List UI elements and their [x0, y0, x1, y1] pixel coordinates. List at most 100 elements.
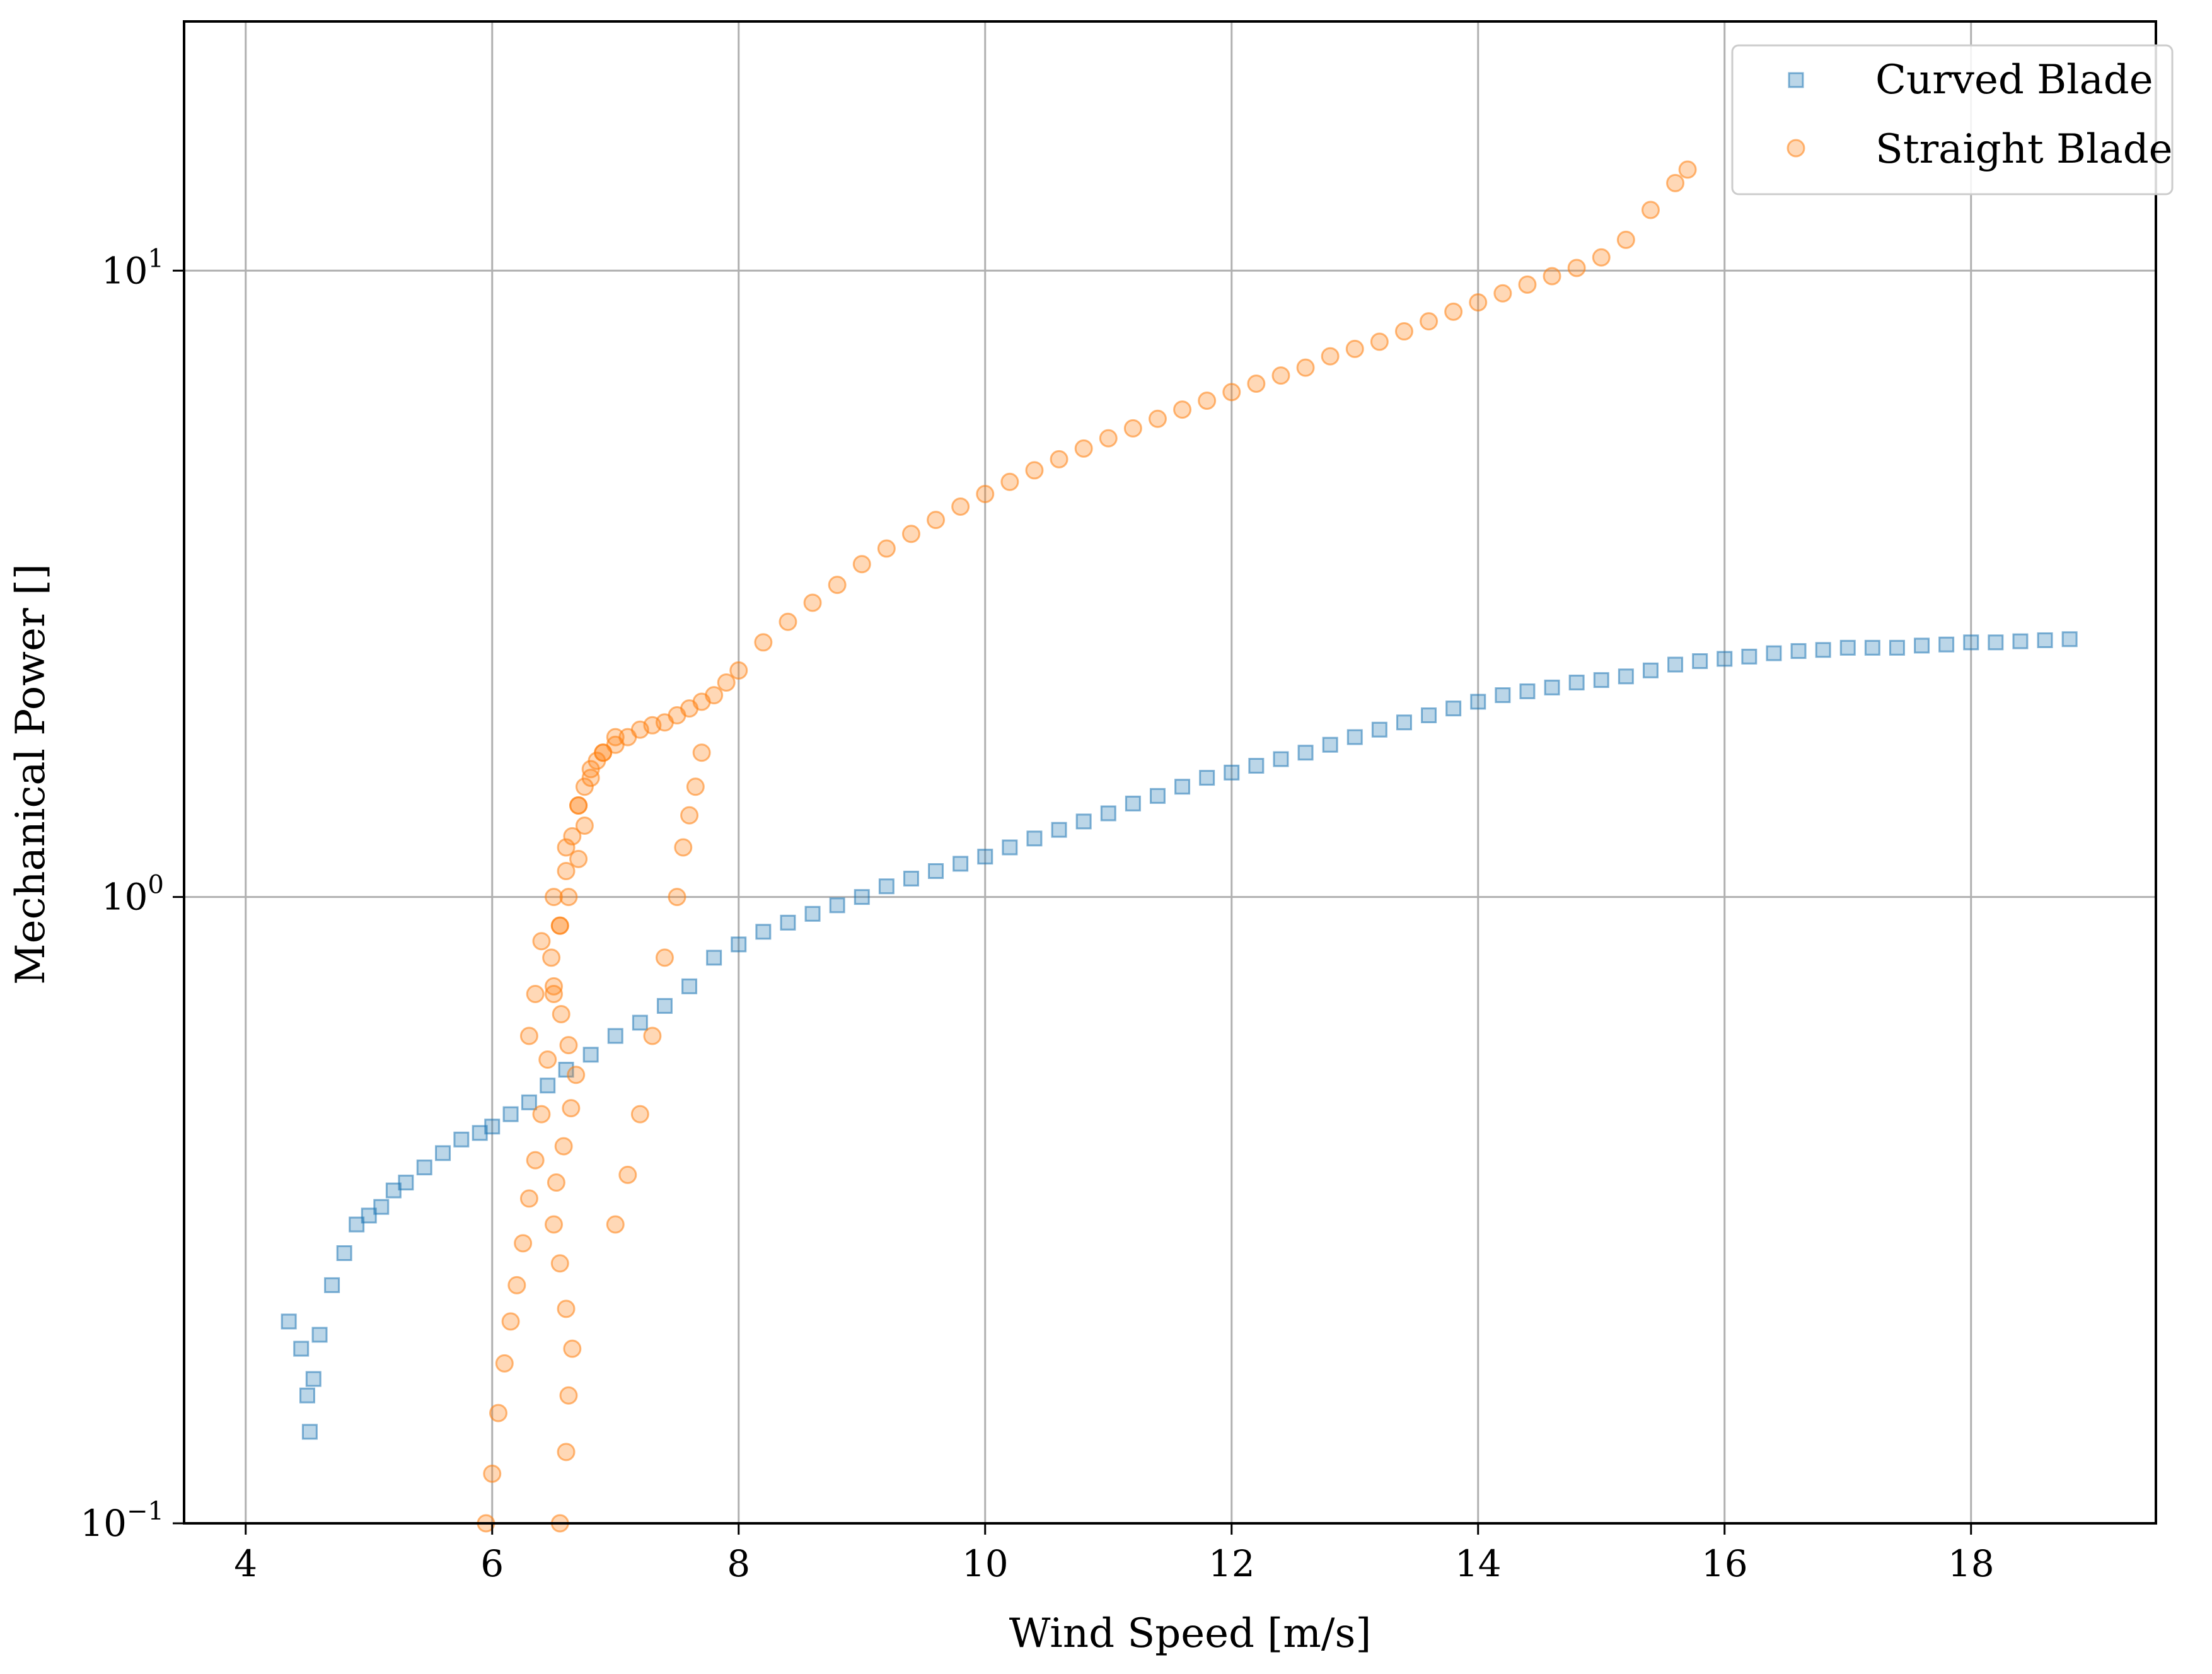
y-tick-label: 10−1: [80, 1497, 164, 1545]
straight-blade-point: [489, 1404, 508, 1422]
straight-blade-point: [630, 1105, 649, 1124]
curved-blade-point: [1963, 634, 1979, 651]
straight-blade-point: [1370, 332, 1389, 351]
y-tick-label: 101: [101, 244, 164, 292]
straight-blade-point: [557, 862, 576, 881]
plot-frame: [183, 20, 2157, 1525]
straight-blade-point: [680, 806, 699, 825]
legend: Curved Blade Straight Blade: [1731, 44, 2174, 195]
curved-blade-point: [656, 997, 673, 1014]
curved-blade-point: [928, 863, 944, 880]
curved-blade-point: [1445, 700, 1462, 717]
straight-blade-point: [526, 985, 545, 1004]
curved-blade-point: [1667, 656, 1684, 673]
straight-blade-point: [526, 1151, 545, 1170]
curved-blade-point: [1766, 645, 1782, 661]
curved-blade-point: [1125, 795, 1141, 811]
y-axis-ticks: 10−1 100 101: [80, 244, 184, 1545]
curved-blade-point: [301, 1424, 318, 1440]
curved-blade-point: [373, 1199, 390, 1215]
straight-blade-point: [1345, 339, 1364, 358]
curved-blade-point: [1495, 687, 1511, 704]
legend-marker-curved-blade: [1788, 72, 1804, 88]
curved-blade-point: [385, 1182, 402, 1199]
straight-blade-point: [717, 673, 736, 692]
curved-blade-point: [1149, 788, 1166, 804]
curved-blade-point: [558, 1062, 574, 1078]
curved-blade-point: [1075, 813, 1092, 830]
curved-blade-point: [755, 924, 772, 940]
curved-blade-point: [2012, 633, 2029, 649]
curved-blade-point: [324, 1277, 340, 1293]
x-axis-label: Wind Speed [m/s]: [1009, 1610, 1372, 1657]
straight-blade-point: [550, 1254, 569, 1273]
curved-blade-point: [1618, 668, 1634, 685]
curved-blade-point: [1790, 643, 1807, 660]
straight-blade-point: [519, 1026, 538, 1045]
curved-blade-point: [1297, 745, 1314, 761]
y-axis-label: Mechanical Power []: [8, 564, 54, 985]
curved-blade-point: [1248, 758, 1265, 774]
straight-blade-point: [1123, 419, 1142, 438]
straight-blade-point: [643, 1026, 662, 1045]
straight-blade-point: [507, 1276, 526, 1294]
straight-blade-point: [1222, 383, 1241, 402]
curved-blade-point: [1051, 822, 1067, 838]
curved-blade-point: [2061, 631, 2078, 648]
straight-blade-point: [1666, 173, 1685, 192]
curved-blade-point: [1988, 634, 2004, 651]
straight-blade-point: [1296, 358, 1315, 377]
curved-blade-point: [607, 1028, 623, 1044]
curved-blade-point: [878, 878, 895, 895]
straight-blade-point: [1641, 201, 1660, 219]
straight-blade-point: [1543, 267, 1561, 286]
x-tick-label: 10: [962, 1542, 1009, 1585]
straight-blade-point: [545, 888, 563, 907]
curved-blade-point: [681, 978, 698, 994]
curved-blade-point: [305, 1371, 321, 1387]
curved-blade-point: [293, 1340, 310, 1357]
x-tick-label: 14: [1455, 1542, 1502, 1585]
curved-blade-point: [1346, 729, 1363, 745]
curved-blade-point: [435, 1145, 451, 1161]
curved-blade-point: [540, 1078, 556, 1094]
curved-blade-point: [1692, 653, 1708, 670]
straight-blade-point: [729, 661, 748, 680]
straight-blade-point: [557, 838, 576, 857]
straight-blade-point: [618, 1165, 637, 1184]
straight-blade-point: [976, 484, 995, 503]
straight-blade-point: [1592, 248, 1611, 267]
y-tick-label: 100: [101, 871, 164, 919]
curved-blade-point: [299, 1387, 315, 1404]
straight-blade-point: [1148, 409, 1167, 428]
straight-blade-point: [575, 777, 594, 796]
curved-blade-point: [804, 905, 821, 922]
straight-blade-point: [1173, 400, 1192, 419]
straight-blade-point: [594, 743, 613, 762]
curved-blade-point: [1889, 639, 1905, 656]
straight-blade-point: [1074, 439, 1093, 458]
curved-blade-point: [1199, 770, 1215, 786]
straight-blade-point: [686, 777, 705, 796]
straight-blade-point: [852, 555, 871, 574]
curved-blade-point: [706, 950, 722, 966]
straight-blade-point: [606, 728, 625, 747]
straight-blade-point: [559, 1036, 578, 1055]
straight-blade-point: [532, 932, 551, 951]
straight-blade-point: [1616, 230, 1635, 249]
x-tick-label: 8: [727, 1542, 750, 1585]
curved-blade-point: [453, 1131, 470, 1148]
straight-blade-point: [1444, 302, 1463, 321]
x-axis-ticks: 4 6 8 10 12 14 16 18: [234, 1523, 1995, 1585]
straight-blade-point: [1420, 312, 1439, 331]
straight-blade-point: [1247, 375, 1266, 393]
straight-blade-point: [542, 948, 561, 967]
straight-blade-point: [901, 525, 920, 543]
curved-blade-point: [311, 1327, 328, 1343]
straight-blade-point: [559, 1386, 578, 1405]
straight-blade-point: [532, 1105, 551, 1124]
curved-blade-point: [1568, 675, 1585, 691]
series-curved-blade: [281, 631, 2078, 1440]
curved-blade-point: [780, 914, 796, 931]
